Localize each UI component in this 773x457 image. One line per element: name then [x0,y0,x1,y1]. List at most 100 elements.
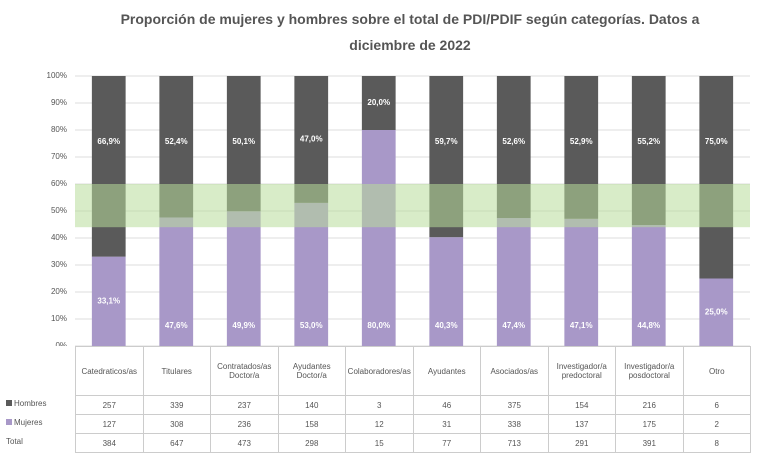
data-label: 75,0% [705,137,728,146]
table-cell: 237 [210,395,279,415]
bar-segment [699,278,734,346]
table-cell: 154 [547,395,616,415]
data-label: 47,4% [502,321,525,330]
data-label: 44,8% [637,321,660,330]
parity-band [75,184,750,228]
data-label: 66,9% [97,137,120,146]
table-cell: 298 [277,433,346,453]
y-tick-label: 30% [51,260,67,269]
bar-segment [361,130,396,346]
y-tick-label: 10% [51,314,67,323]
table-row: 384 647 473 298 15 77 713 291 391 8 [75,433,751,453]
data-label: 20,0% [367,98,390,107]
table-cell: 713 [480,433,549,453]
category-cell: Catedraticos/as [75,346,144,396]
table-cell: 46 [412,395,481,415]
bar-segment [91,256,126,346]
data-label: 25,0% [705,307,728,316]
data-label: 53,0% [300,321,323,330]
table-row: 257 339 237 140 3 46 375 154 216 6 [75,395,751,415]
data-label: 33,1% [97,296,120,305]
bar-segment [429,237,464,346]
table-cell: 257 [75,395,144,415]
data-label: 50,1% [232,137,255,146]
data-label: 47,1% [570,321,593,330]
legend-swatch [6,419,12,425]
y-tick-label: 40% [51,233,67,242]
category-cell: Investigador/a predoctoral [547,346,616,396]
bar-segment [564,218,599,346]
chart-title: Proporción de mujeres y hombres sobre el… [120,11,700,53]
category-cell: Colaboradores/as [345,346,414,396]
category-cell: Otro [682,346,751,396]
table-cell: 391 [615,433,684,453]
data-label: 40,3% [435,321,458,330]
bar-segment [159,217,194,346]
data-label: 47,0% [300,135,323,144]
y-tick-label: 80% [51,125,67,134]
table-cell: 236 [210,414,279,434]
legend-label: Mujeres [14,418,43,427]
table-cell: 375 [480,395,549,415]
data-table: Catedraticos/as Titulares Contratados/as D… [75,346,751,453]
category-cell: Ayudantes Doctor/a [277,346,346,396]
y-tick-label: 90% [51,98,67,107]
y-tick-label: 60% [51,179,67,188]
bar-segment [631,225,666,346]
y-tick-label: 20% [51,287,67,296]
table-cell: 77 [412,433,481,453]
table-cell: 308 [142,414,211,434]
data-label: 47,6% [165,321,188,330]
table-row: 127 308 236 158 12 31 338 137 175 2 [75,414,751,434]
data-label: 49,9% [232,321,255,330]
bar-segment [91,76,126,257]
data-label: 59,7% [435,137,458,146]
table-cell: 216 [615,395,684,415]
row-label: Total [6,437,23,446]
y-tick-label: 100% [47,71,67,80]
category-cell: Ayudantes [412,346,481,396]
data-label: 80,0% [367,321,390,330]
table-cell: 127 [75,414,144,434]
bar-segment [361,76,396,130]
bar-segment [294,76,329,203]
table-cell: 175 [615,414,684,434]
bar-segment [226,211,261,346]
table-cell: 2 [682,414,751,434]
data-label: 52,4% [165,137,188,146]
category-cell: Titulares [142,346,211,396]
table-cell: 473 [210,433,279,453]
data-label: 55,2% [637,137,660,146]
table-cell: 384 [75,433,144,453]
data-label: 52,6% [502,137,525,146]
table-cell: 140 [277,395,346,415]
table-cell: 15 [345,433,414,453]
table-cell: 137 [547,414,616,434]
table-cell: 291 [547,433,616,453]
table-cell: 3 [345,395,414,415]
plot: 0% 10% 20% 30% 40% 50% 60% 70% 80% 90% 100% 33,1% 66… [47,71,750,346]
data-label: 52,9% [570,137,593,146]
table-cell: 158 [277,414,346,434]
table-cell: 339 [142,395,211,415]
y-tick-label: 50% [51,206,67,215]
legend-swatch [6,400,12,406]
legend-label: Total [6,437,23,446]
category-cell: Investigador/a posdoctoral [615,346,684,396]
category-cell: Contratados/as Doctor/a [210,346,279,396]
table-cell: 338 [480,414,549,434]
table-cell: 6 [682,395,751,415]
bar-segment [496,218,531,346]
row-label: Hombres [6,399,46,408]
y-tick-label: 70% [51,152,67,161]
category-cell: Asociados/as [480,346,549,396]
y-tick-label: 0% [55,341,67,346]
legend-label: Hombres [14,399,47,408]
table-cell: 647 [142,433,211,453]
bar-segment [699,76,734,279]
table-cell: 12 [345,414,414,434]
table-cell: 31 [412,414,481,434]
table-cell: 8 [682,433,751,453]
row-label: Mujeres [6,418,42,427]
